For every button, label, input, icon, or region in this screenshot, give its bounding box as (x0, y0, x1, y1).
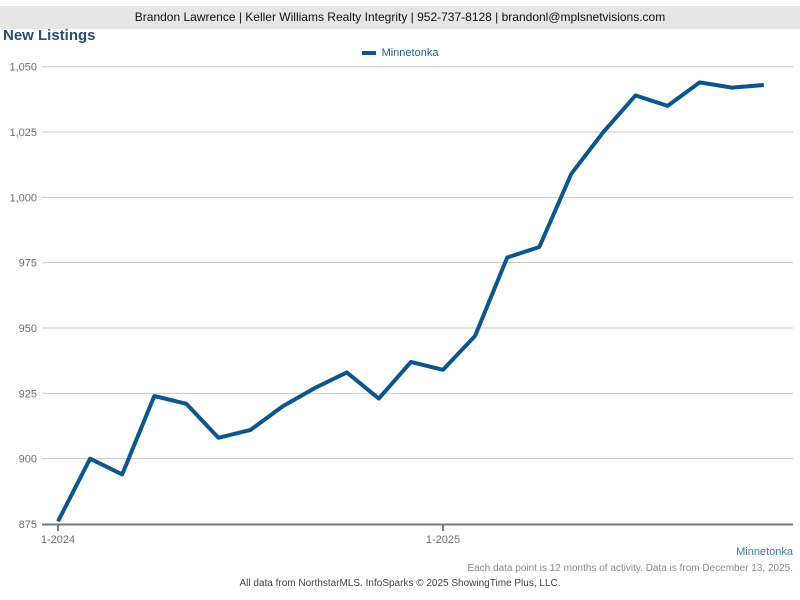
copyright-credit: All data from NorthstarMLS. InfoSparks ©… (239, 578, 561, 589)
y-axis-tick-label: 875 (19, 519, 37, 531)
legend-series-label: Minnetonka (381, 47, 439, 59)
page-title: New Listings (3, 27, 96, 44)
contact-header-text: Brandon Lawrence | Keller Williams Realt… (134, 10, 666, 24)
x-axis-tick-label: 1-2025 (426, 534, 460, 546)
y-axis-tick-label: 1,025 (9, 127, 37, 139)
y-axis-tick-label: 950 (19, 323, 37, 335)
y-axis-tick-label: 925 (19, 388, 37, 400)
series-link-minnetonka[interactable]: Minnetonka (736, 546, 793, 558)
series-line-minnetonka (56, 80, 764, 523)
y-axis-tick-label: 900 (19, 454, 37, 466)
y-axis-tick-label: 975 (19, 258, 37, 270)
chart-legend: Minnetonka (0, 47, 800, 59)
data-note: Each data point is 12 months of activity… (467, 563, 793, 574)
y-axis-tick-label: 1,050 (9, 62, 37, 74)
y-axis-tick-label: 1,000 (9, 192, 37, 204)
legend-line-swatch (361, 51, 376, 55)
contact-header: Brandon Lawrence | Keller Williams Realt… (0, 6, 800, 29)
x-axis-tick-label: 1-2024 (41, 534, 75, 546)
